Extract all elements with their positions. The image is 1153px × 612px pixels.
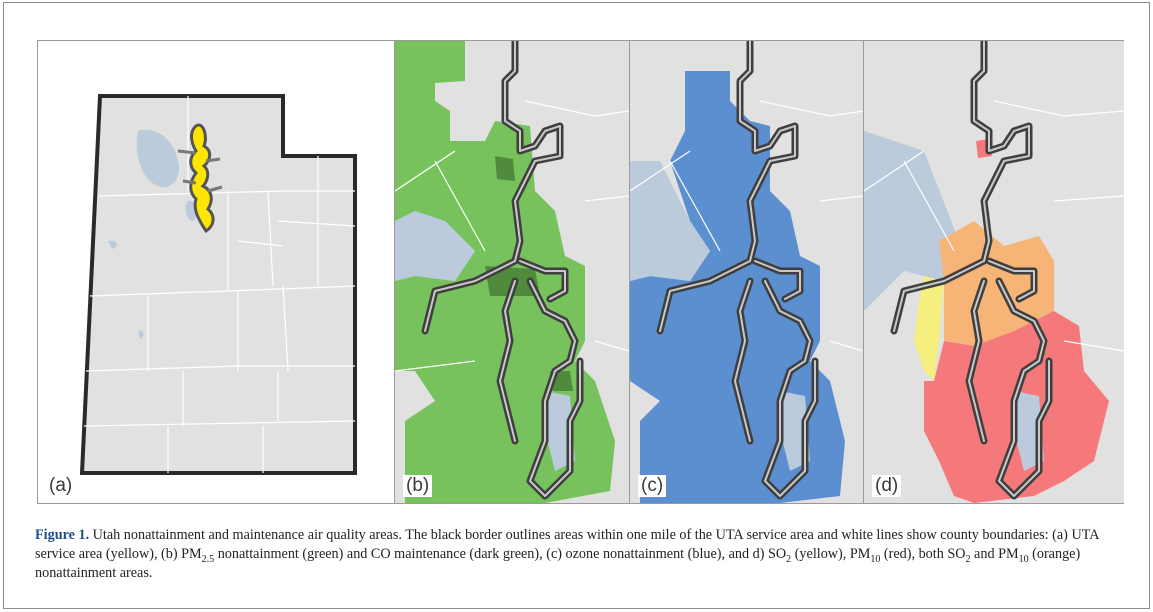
ozone-svg (630, 41, 863, 503)
lake-overlay (395, 211, 475, 281)
caption-text-2: nonattainment (green) and CO maintenance… (214, 546, 787, 562)
utah-state-outline (79, 94, 357, 475)
caption-sub-4: 2 (965, 553, 971, 565)
uta-one-mile-border-inner (659, 41, 816, 497)
panel-d-so2-pm10-map: (d) (863, 41, 1124, 503)
panel-c-ozone-map: (c) (629, 41, 863, 503)
uta-service-area (189, 123, 215, 234)
co-maintenance-area (485, 156, 573, 391)
county-boundaries (395, 100, 629, 372)
lake-overlay (630, 161, 710, 281)
uta-one-mile-border-inner (424, 41, 581, 497)
lakes (108, 129, 198, 339)
caption-sub-5: 10 (1018, 553, 1029, 565)
panel-a-utah-state-map: (a) (38, 41, 393, 503)
panel-b-pm25-co-map: (b) (394, 41, 629, 503)
so2-nonattainment-area (914, 276, 944, 381)
county-boundaries (630, 100, 863, 352)
caption-sub-2: 2 (786, 553, 792, 565)
county-boundaries (864, 100, 1124, 352)
figure-frame: (a) (3, 2, 1150, 609)
county-boundaries (83, 96, 356, 473)
map-strip: (a) (37, 40, 1124, 504)
uta-one-mile-border-inner (893, 41, 1050, 497)
caption-text-1: Utah nonattainment and maintenance air q… (35, 527, 1099, 562)
caption-text-4: (red), both SO (880, 546, 966, 562)
caption-sub-1: 2.5 (201, 553, 215, 565)
panel-label-d: (d) (872, 475, 902, 497)
figure-caption: Figure 1. Utah nonattainment and mainten… (35, 526, 1130, 583)
panel-label-b: (b) (403, 475, 433, 497)
lake-area (864, 131, 959, 311)
caption-label: Figure 1. (35, 527, 90, 543)
caption-text-5: and PM (970, 546, 1019, 562)
panel-label-a: (a) (46, 475, 76, 497)
caption-text-3: (yellow), PM (791, 546, 871, 562)
utah-state-svg (79, 94, 357, 475)
caption-text-6: (orange) nonattainment areas. (35, 546, 1081, 581)
panel-label-c: (c) (638, 475, 667, 497)
caption-sub-3: 10 (870, 553, 881, 565)
uta-branch (177, 149, 223, 193)
pm25-co-svg (395, 41, 629, 503)
so2-pm10-svg (864, 41, 1124, 503)
